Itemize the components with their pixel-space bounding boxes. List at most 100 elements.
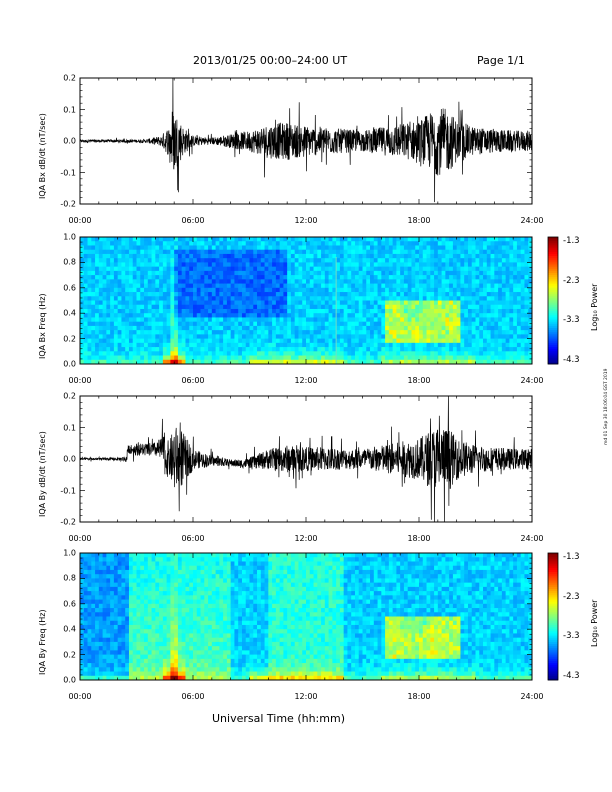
spectrogram-cell (241, 287, 247, 293)
spectrogram-cell (385, 317, 390, 323)
spectrogram-cell (174, 654, 179, 660)
spectrogram-cell (328, 270, 333, 276)
spectrogram-cell (95, 262, 100, 268)
spectrogram-cell (513, 300, 518, 306)
spectrogram-cell (185, 342, 190, 348)
spectrogram-cell (302, 325, 307, 331)
spectrogram-cell (317, 313, 322, 318)
spectrogram-cell (249, 347, 254, 352)
spectrogram-cell (238, 330, 243, 335)
spectrogram-cell (321, 359, 326, 365)
spectrogram-cell (98, 641, 103, 647)
spectrogram-cell (509, 313, 514, 318)
spectrogram-cell (193, 287, 198, 293)
spectrogram-cell (106, 262, 111, 268)
spectrogram-cell (249, 283, 254, 289)
colorbar-segment (548, 353, 558, 356)
spectrogram-cell (524, 296, 529, 301)
spectrogram-cell (117, 569, 122, 575)
spectrogram-cell (204, 629, 209, 634)
spectrogram-cell (396, 253, 401, 259)
spectrogram-cell (343, 313, 348, 318)
spectrogram-cell (110, 334, 115, 339)
spectrogram-cell (373, 262, 378, 268)
spectrogram-cell (249, 321, 254, 327)
spectrogram-cell (170, 249, 175, 255)
spectrogram-cell (294, 304, 299, 310)
spectrogram-cell (445, 279, 450, 284)
spectrogram-cell (283, 342, 288, 348)
spectrogram-cell (513, 270, 518, 276)
spectrogram-cell (140, 249, 145, 255)
spectrogram-cell (419, 237, 424, 242)
spectrogram-cell (351, 351, 356, 356)
spectrogram-cell (471, 292, 476, 297)
spectrogram-cell (128, 338, 134, 344)
spectrogram-cell (298, 300, 303, 306)
spectrogram-cell (298, 338, 303, 344)
spectrogram-cell (136, 275, 141, 280)
spectrogram-cell (113, 308, 119, 314)
spectrogram-cell (294, 317, 299, 323)
spectrogram-cell (162, 637, 168, 643)
spectrogram-cell (272, 304, 277, 310)
spectrogram-cell (121, 646, 126, 651)
spectrogram-cell (419, 308, 424, 314)
spectrogram-cell (121, 237, 126, 242)
spectrogram-cell (125, 557, 130, 562)
spectrogram-cell (147, 338, 152, 344)
colorbar-segment (548, 315, 558, 318)
spectrogram-cell (513, 275, 518, 280)
spectrogram-cell (313, 355, 318, 361)
spectrogram-cell (177, 296, 183, 301)
spectrogram-cell (174, 245, 179, 251)
spectrogram-cell (95, 637, 100, 643)
spectrogram-cell (283, 245, 288, 251)
spectrogram-cell (121, 663, 126, 668)
spectrogram-cell (449, 245, 454, 251)
spectrogram-cell (343, 304, 348, 310)
spectrogram-cell (98, 330, 103, 335)
spectrogram-cell (245, 249, 250, 255)
spectrogram-cell (166, 595, 171, 600)
spectrogram-cell (260, 262, 265, 268)
spectrogram-cell (347, 342, 352, 348)
spectrogram-cell (456, 313, 461, 318)
spectrogram-cell (211, 317, 216, 323)
spectrogram-cell (102, 629, 107, 634)
spectrogram-cell (343, 296, 348, 301)
spectrogram-cell (494, 270, 499, 276)
spectrogram-cell (332, 258, 337, 263)
spectrogram-cell (441, 313, 446, 318)
spectrogram-cell (208, 582, 213, 588)
colorbar-segment (548, 279, 558, 282)
spectrogram-cell (403, 296, 409, 301)
spectrogram-cell (162, 245, 168, 251)
spectrogram-cell (181, 351, 186, 356)
spectrogram-cell (377, 359, 382, 365)
spectrogram-cell (117, 347, 122, 352)
spectrogram-cell (460, 279, 465, 284)
spectrogram-cell (204, 599, 209, 605)
spectrogram-cell (144, 561, 149, 567)
spectrogram-cell (339, 359, 345, 365)
spectrogram-cell (524, 330, 529, 335)
spectrogram-cell (110, 663, 115, 668)
spectrogram-cell (226, 258, 232, 263)
spectrogram-cell (238, 287, 243, 293)
spectrogram-cell (403, 359, 409, 365)
spectrogram-cell (91, 569, 96, 575)
spectrogram-cell (298, 296, 303, 301)
spectrogram-cell (479, 342, 484, 348)
spectrogram-cell (392, 359, 397, 365)
spectrogram-cell (132, 325, 137, 331)
spectrogram-cell (264, 351, 269, 356)
spectrogram-cell (136, 565, 141, 571)
spectrogram-cell (516, 266, 522, 272)
spectrogram-cell (144, 355, 149, 361)
spectrogram-cell (136, 249, 141, 255)
spectrogram-cell (162, 237, 168, 242)
spectrogram-cell (189, 351, 194, 356)
spectrogram-cell (189, 304, 194, 310)
spectrogram-cell (136, 359, 141, 365)
